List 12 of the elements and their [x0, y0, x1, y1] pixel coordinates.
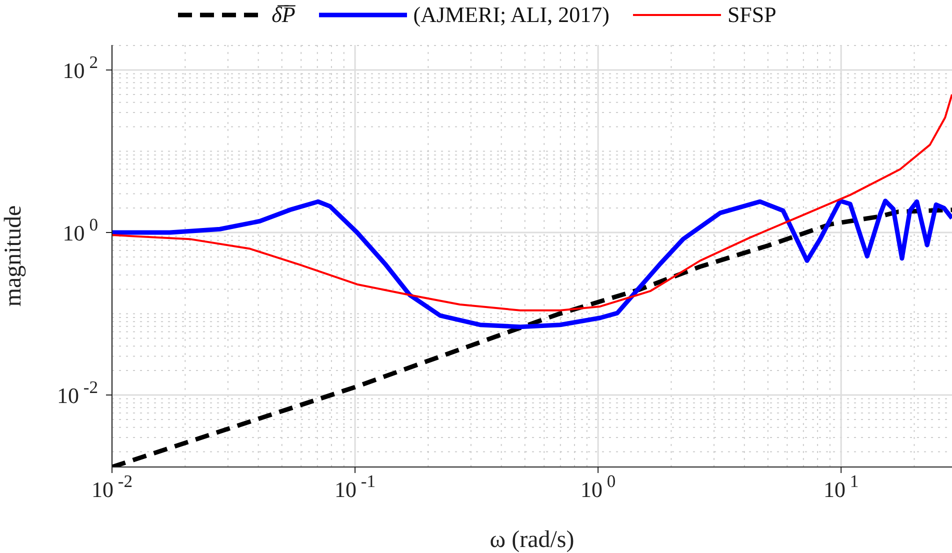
- y-tick-label: 10$^{0}$: [62, 214, 98, 246]
- x-tick-label: 10$^{-2}$: [91, 471, 133, 502]
- y-tick-label: 10$^{2}$: [62, 52, 98, 83]
- legend-label: δ̅P̅: [272, 2, 296, 28]
- x-tick-label: 10$^{-1}$: [334, 471, 376, 502]
- legend-label: SFSP: [727, 2, 776, 28]
- y-axis-title: magnitude: [0, 205, 27, 307]
- y-tick-label: 10$^{-2}$: [56, 377, 98, 408]
- legend-label: (AJMERI; ALI, 2017): [413, 2, 610, 28]
- x-axis-title: ω (rad/s): [490, 527, 574, 553]
- x-tick-label: 10$^{0}$: [580, 471, 616, 502]
- x-tick-label: 10$^{1}$: [823, 471, 859, 502]
